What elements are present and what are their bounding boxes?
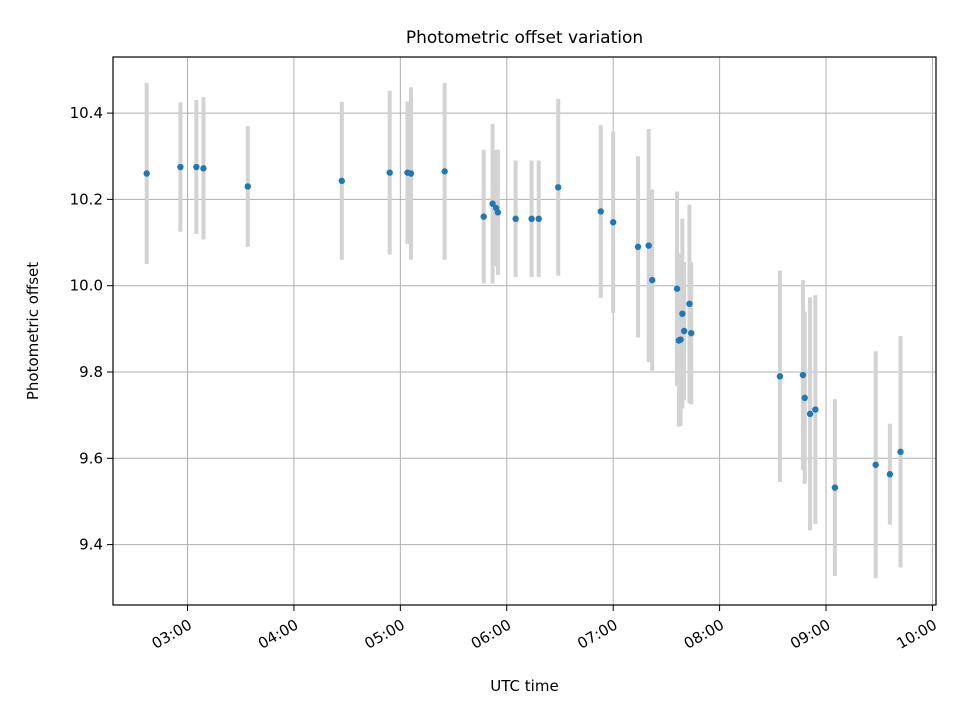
y-tick-label: 9.4 [79,536,103,554]
data-point [872,461,879,468]
y-axis-label: Photometric offset [24,262,42,400]
y-axis-ticks: 9.4 9.6 9.8 10.0 10.2 10.4 [70,104,113,554]
data-point [679,310,686,317]
data-point [886,471,894,478]
data-point [812,406,819,413]
y-tick-label: 10.4 [70,104,103,122]
plot-area-frame [112,56,937,606]
data-point [609,219,617,226]
data-point [680,327,688,335]
data-point [441,168,448,175]
data-point [494,209,502,216]
data-points [143,163,904,491]
y-tick-label: 10.0 [70,277,103,295]
data-point [386,169,393,176]
data-point [555,184,562,191]
data-point [200,165,207,172]
data-point [806,410,814,418]
data-point [799,371,807,379]
data-point [535,215,542,223]
data-point [489,200,496,207]
x-axis-label: UTC time [490,677,558,695]
data-point [649,276,656,284]
y-tick-label: 10.2 [70,190,103,208]
data-point [597,208,604,215]
data-point [177,163,184,171]
data-point [338,177,346,185]
data-point [831,484,839,491]
data-point [480,213,487,220]
data-point [193,163,200,171]
grid [113,57,936,605]
data-point [634,243,642,251]
y-tick-label: 9.8 [79,363,103,381]
data-point [686,300,693,308]
data-point [801,394,808,402]
chart-title: Photometric offset variation [406,28,643,48]
data-point [512,215,519,223]
data-point [776,373,784,380]
data-point [677,336,684,343]
data-point [688,329,695,337]
data-point [645,242,652,249]
data-point [897,448,904,456]
data-point [407,170,415,177]
data-point [673,285,681,292]
data-point [528,215,535,223]
y-tick-label: 9.6 [79,449,103,467]
data-point [143,170,150,177]
data-point [244,183,252,190]
